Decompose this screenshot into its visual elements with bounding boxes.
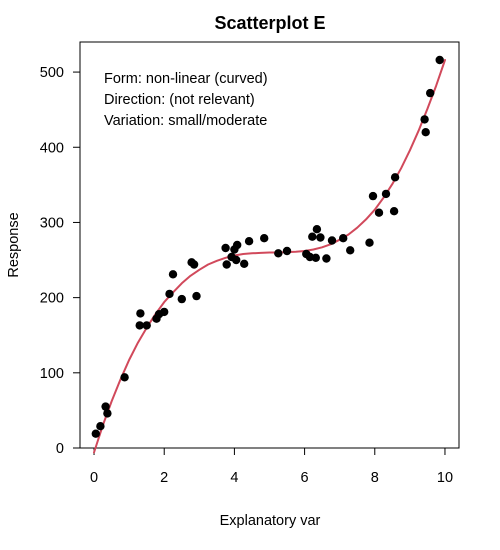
data-point xyxy=(244,237,254,246)
data-point xyxy=(240,259,249,268)
y-tick-label: 300 xyxy=(40,215,64,231)
data-point xyxy=(274,249,283,258)
data-point xyxy=(316,233,325,242)
data-point xyxy=(368,191,378,201)
data-point xyxy=(311,253,320,262)
data-point xyxy=(322,254,331,263)
data-point xyxy=(420,115,429,124)
annotation-form: Form: non-linear (curved) xyxy=(104,71,268,87)
data-point xyxy=(346,246,355,255)
x-tick-label: 8 xyxy=(371,470,379,486)
data-point xyxy=(282,246,292,256)
data-point xyxy=(389,207,399,216)
y-axis-label: Response xyxy=(6,212,22,277)
x-tick-label: 0 xyxy=(90,470,98,486)
data-point xyxy=(222,260,231,269)
data-point xyxy=(374,208,384,217)
data-point xyxy=(381,189,391,199)
data-point xyxy=(435,55,444,65)
y-tick-label: 200 xyxy=(40,291,64,307)
data-point xyxy=(168,270,178,279)
y-tick-label: 0 xyxy=(56,441,64,457)
data-point xyxy=(142,321,151,330)
data-point xyxy=(421,128,430,137)
x-tick-label: 2 xyxy=(160,470,168,486)
annotation-direction: Direction: (not relevant) xyxy=(104,92,255,108)
data-point xyxy=(120,373,129,382)
data-point xyxy=(365,238,374,247)
data-point xyxy=(177,294,186,304)
data-point xyxy=(135,321,144,330)
data-point xyxy=(312,225,322,234)
annotation-variation: Variation: small/moderate xyxy=(104,113,267,129)
data-point xyxy=(327,236,337,245)
data-point xyxy=(136,309,145,318)
x-axis: 0 2 4 6 8 10 xyxy=(90,447,453,486)
data-point xyxy=(101,402,110,411)
data-point xyxy=(165,289,174,299)
y-tick-label: 500 xyxy=(40,65,64,81)
x-tick-label: 10 xyxy=(437,470,453,486)
data-point xyxy=(103,409,112,418)
y-tick-label: 400 xyxy=(40,140,64,156)
data-point xyxy=(232,255,241,265)
annotation-block: Form: non-linear (curved) Direction: (no… xyxy=(104,71,268,129)
data-point xyxy=(426,88,435,98)
data-point xyxy=(260,234,269,243)
data-point xyxy=(308,232,317,241)
data-point xyxy=(339,234,348,243)
data-point xyxy=(189,260,199,269)
chart-title: Scatterplot E xyxy=(214,13,325,33)
data-point xyxy=(390,173,400,182)
x-axis-label: Explanatory var xyxy=(220,513,321,529)
y-axis: 0 100 200 300 400 500 xyxy=(40,65,81,457)
x-tick-label: 6 xyxy=(301,470,309,486)
data-point xyxy=(91,429,101,438)
data-point xyxy=(233,240,242,250)
y-tick-label: 100 xyxy=(40,366,64,382)
data-point xyxy=(160,307,169,317)
data-point xyxy=(192,291,201,301)
points-layer xyxy=(91,55,444,438)
x-tick-label: 4 xyxy=(230,470,238,486)
data-point xyxy=(96,422,105,431)
data-point xyxy=(221,243,230,253)
